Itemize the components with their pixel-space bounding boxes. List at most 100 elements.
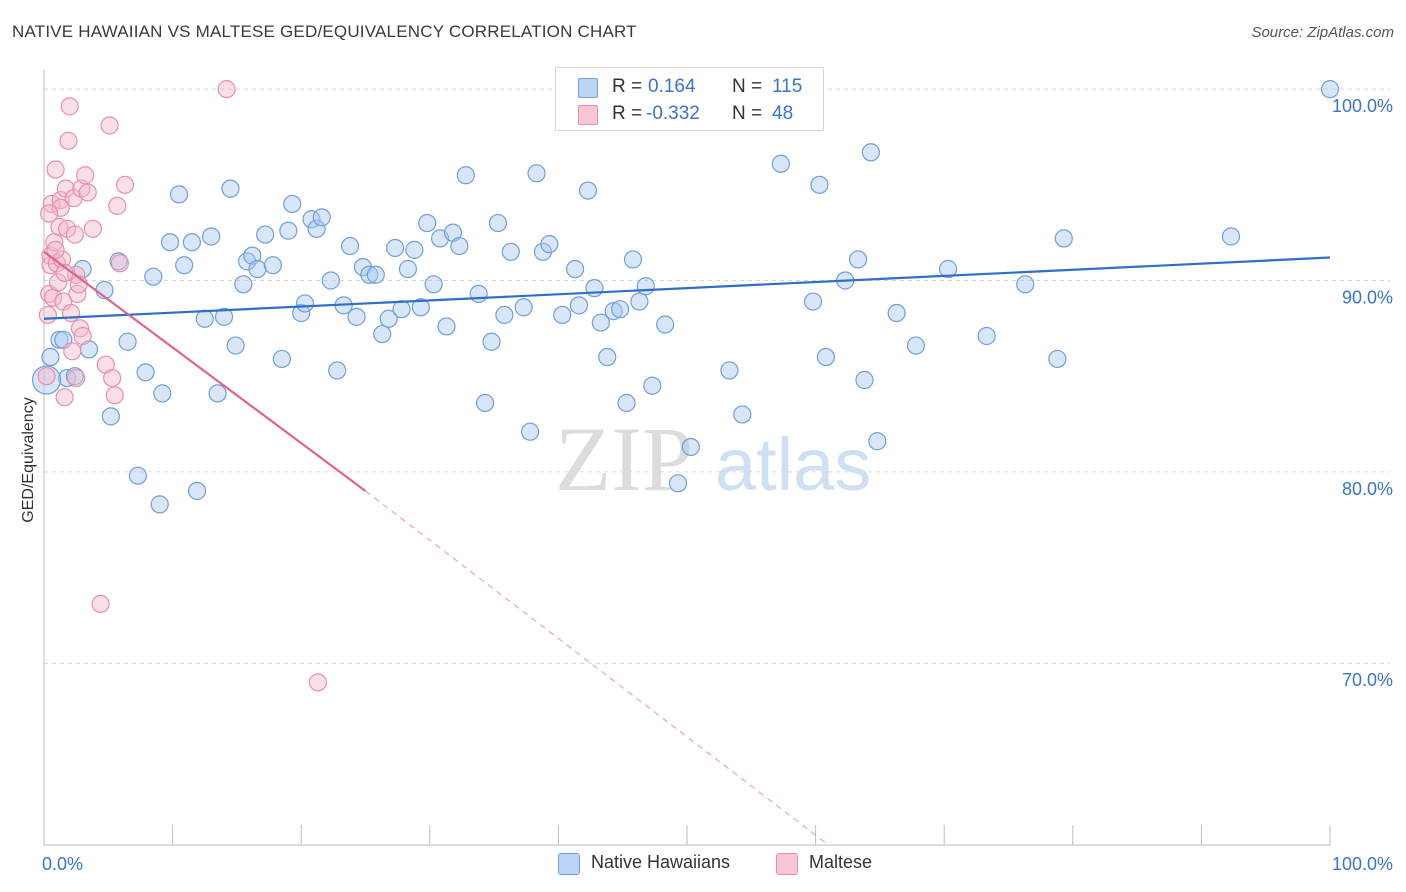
data-point	[630, 292, 649, 311]
legend-swatch-pink	[776, 853, 798, 875]
series-maltese	[37, 80, 328, 692]
data-point	[861, 143, 880, 162]
data-point	[424, 275, 443, 294]
data-point	[617, 393, 636, 413]
data-point	[187, 481, 207, 501]
data-point	[61, 303, 81, 323]
grid-lines	[44, 88, 1390, 664]
data-point	[598, 347, 617, 367]
trend-lines	[43, 250, 1331, 846]
data-point	[234, 275, 253, 294]
data-point	[238, 252, 257, 271]
data-point	[175, 256, 194, 275]
axes	[43, 70, 1331, 846]
data-point	[527, 164, 546, 183]
series-native-hawaiians	[31, 80, 1340, 514]
data-point	[256, 225, 275, 244]
data-point	[848, 250, 868, 269]
data-point	[1016, 275, 1035, 294]
data-point	[347, 307, 366, 326]
data-point	[226, 336, 245, 355]
data-point	[46, 240, 65, 259]
data-point	[906, 336, 926, 355]
data-point	[136, 363, 155, 382]
legend-n-value: 115	[772, 76, 803, 97]
data-point	[636, 277, 655, 296]
legend-swatch-pink	[578, 105, 598, 125]
data-point	[816, 347, 835, 367]
data-point	[681, 437, 700, 457]
y-tick-label: 90.0%	[1342, 287, 1393, 307]
legend-n-value: 48	[772, 103, 794, 124]
data-point	[1221, 227, 1241, 246]
source-label: Source: ZipAtlas.com	[1251, 24, 1394, 41]
data-point	[283, 194, 302, 214]
legend-r-label: R =	[612, 76, 643, 97]
data-point	[566, 259, 585, 279]
data-point	[78, 183, 97, 202]
data-point	[217, 80, 236, 99]
data-point	[67, 368, 86, 388]
legend-row-maltese: R = -0.332 N = 48	[556, 101, 823, 127]
data-point	[150, 495, 169, 514]
x-tick-label: 100.0%	[1332, 854, 1393, 874]
data-point	[411, 298, 430, 317]
data-point	[214, 307, 234, 326]
data-point	[553, 305, 572, 325]
data-point	[312, 208, 331, 227]
data-point	[38, 305, 57, 325]
data-point	[373, 324, 392, 344]
x-tick-label: 0.0%	[42, 854, 83, 874]
data-point	[514, 298, 533, 317]
data-point	[720, 361, 739, 380]
data-point	[668, 474, 688, 493]
data-point	[611, 300, 630, 319]
data-point	[418, 213, 437, 233]
data-point	[101, 407, 120, 426]
data-point	[488, 213, 508, 233]
data-point	[803, 292, 823, 311]
y-tick-label: 70.0%	[1342, 670, 1393, 690]
legend-r-label: R =	[612, 103, 643, 124]
data-point	[456, 166, 475, 185]
y-axis-label: GED/Equivalency	[20, 397, 37, 522]
data-point	[475, 393, 495, 413]
data-point	[771, 154, 790, 173]
data-point	[83, 219, 102, 238]
data-point	[51, 198, 70, 217]
data-point	[366, 265, 385, 284]
stats-legend: R = 0.164 N = 115 R = -0.332 N = 48	[555, 67, 824, 131]
data-point	[1320, 80, 1340, 99]
data-point	[76, 166, 95, 185]
data-point	[63, 342, 82, 361]
data-point	[643, 376, 662, 395]
trend-line-native-hawaiians	[43, 256, 1331, 320]
data-point	[110, 254, 129, 273]
data-point	[195, 309, 214, 328]
data-point	[855, 370, 874, 390]
data-point	[50, 330, 69, 349]
data-point	[437, 317, 456, 336]
data-point	[482, 332, 501, 351]
watermark-zip: ZIP	[555, 408, 693, 510]
data-point	[56, 179, 75, 198]
data-point	[68, 284, 87, 303]
data-point	[591, 313, 610, 332]
data-point	[469, 284, 488, 303]
data-point	[501, 242, 520, 261]
data-point	[585, 279, 604, 298]
legend-swatch-blue	[558, 853, 580, 875]
data-point	[65, 225, 84, 244]
data-point	[1048, 349, 1067, 369]
legend-label: Native Hawaiians	[591, 852, 731, 872]
watermark: ZIP atlas	[555, 408, 871, 510]
data-point	[272, 349, 292, 369]
data-point	[360, 265, 379, 284]
data-point	[495, 305, 514, 325]
data-point	[569, 296, 589, 315]
data-point	[40, 204, 59, 223]
data-point	[208, 384, 227, 403]
data-point	[292, 303, 311, 323]
data-point	[73, 326, 92, 346]
y-tick-label: 80.0%	[1342, 479, 1393, 499]
